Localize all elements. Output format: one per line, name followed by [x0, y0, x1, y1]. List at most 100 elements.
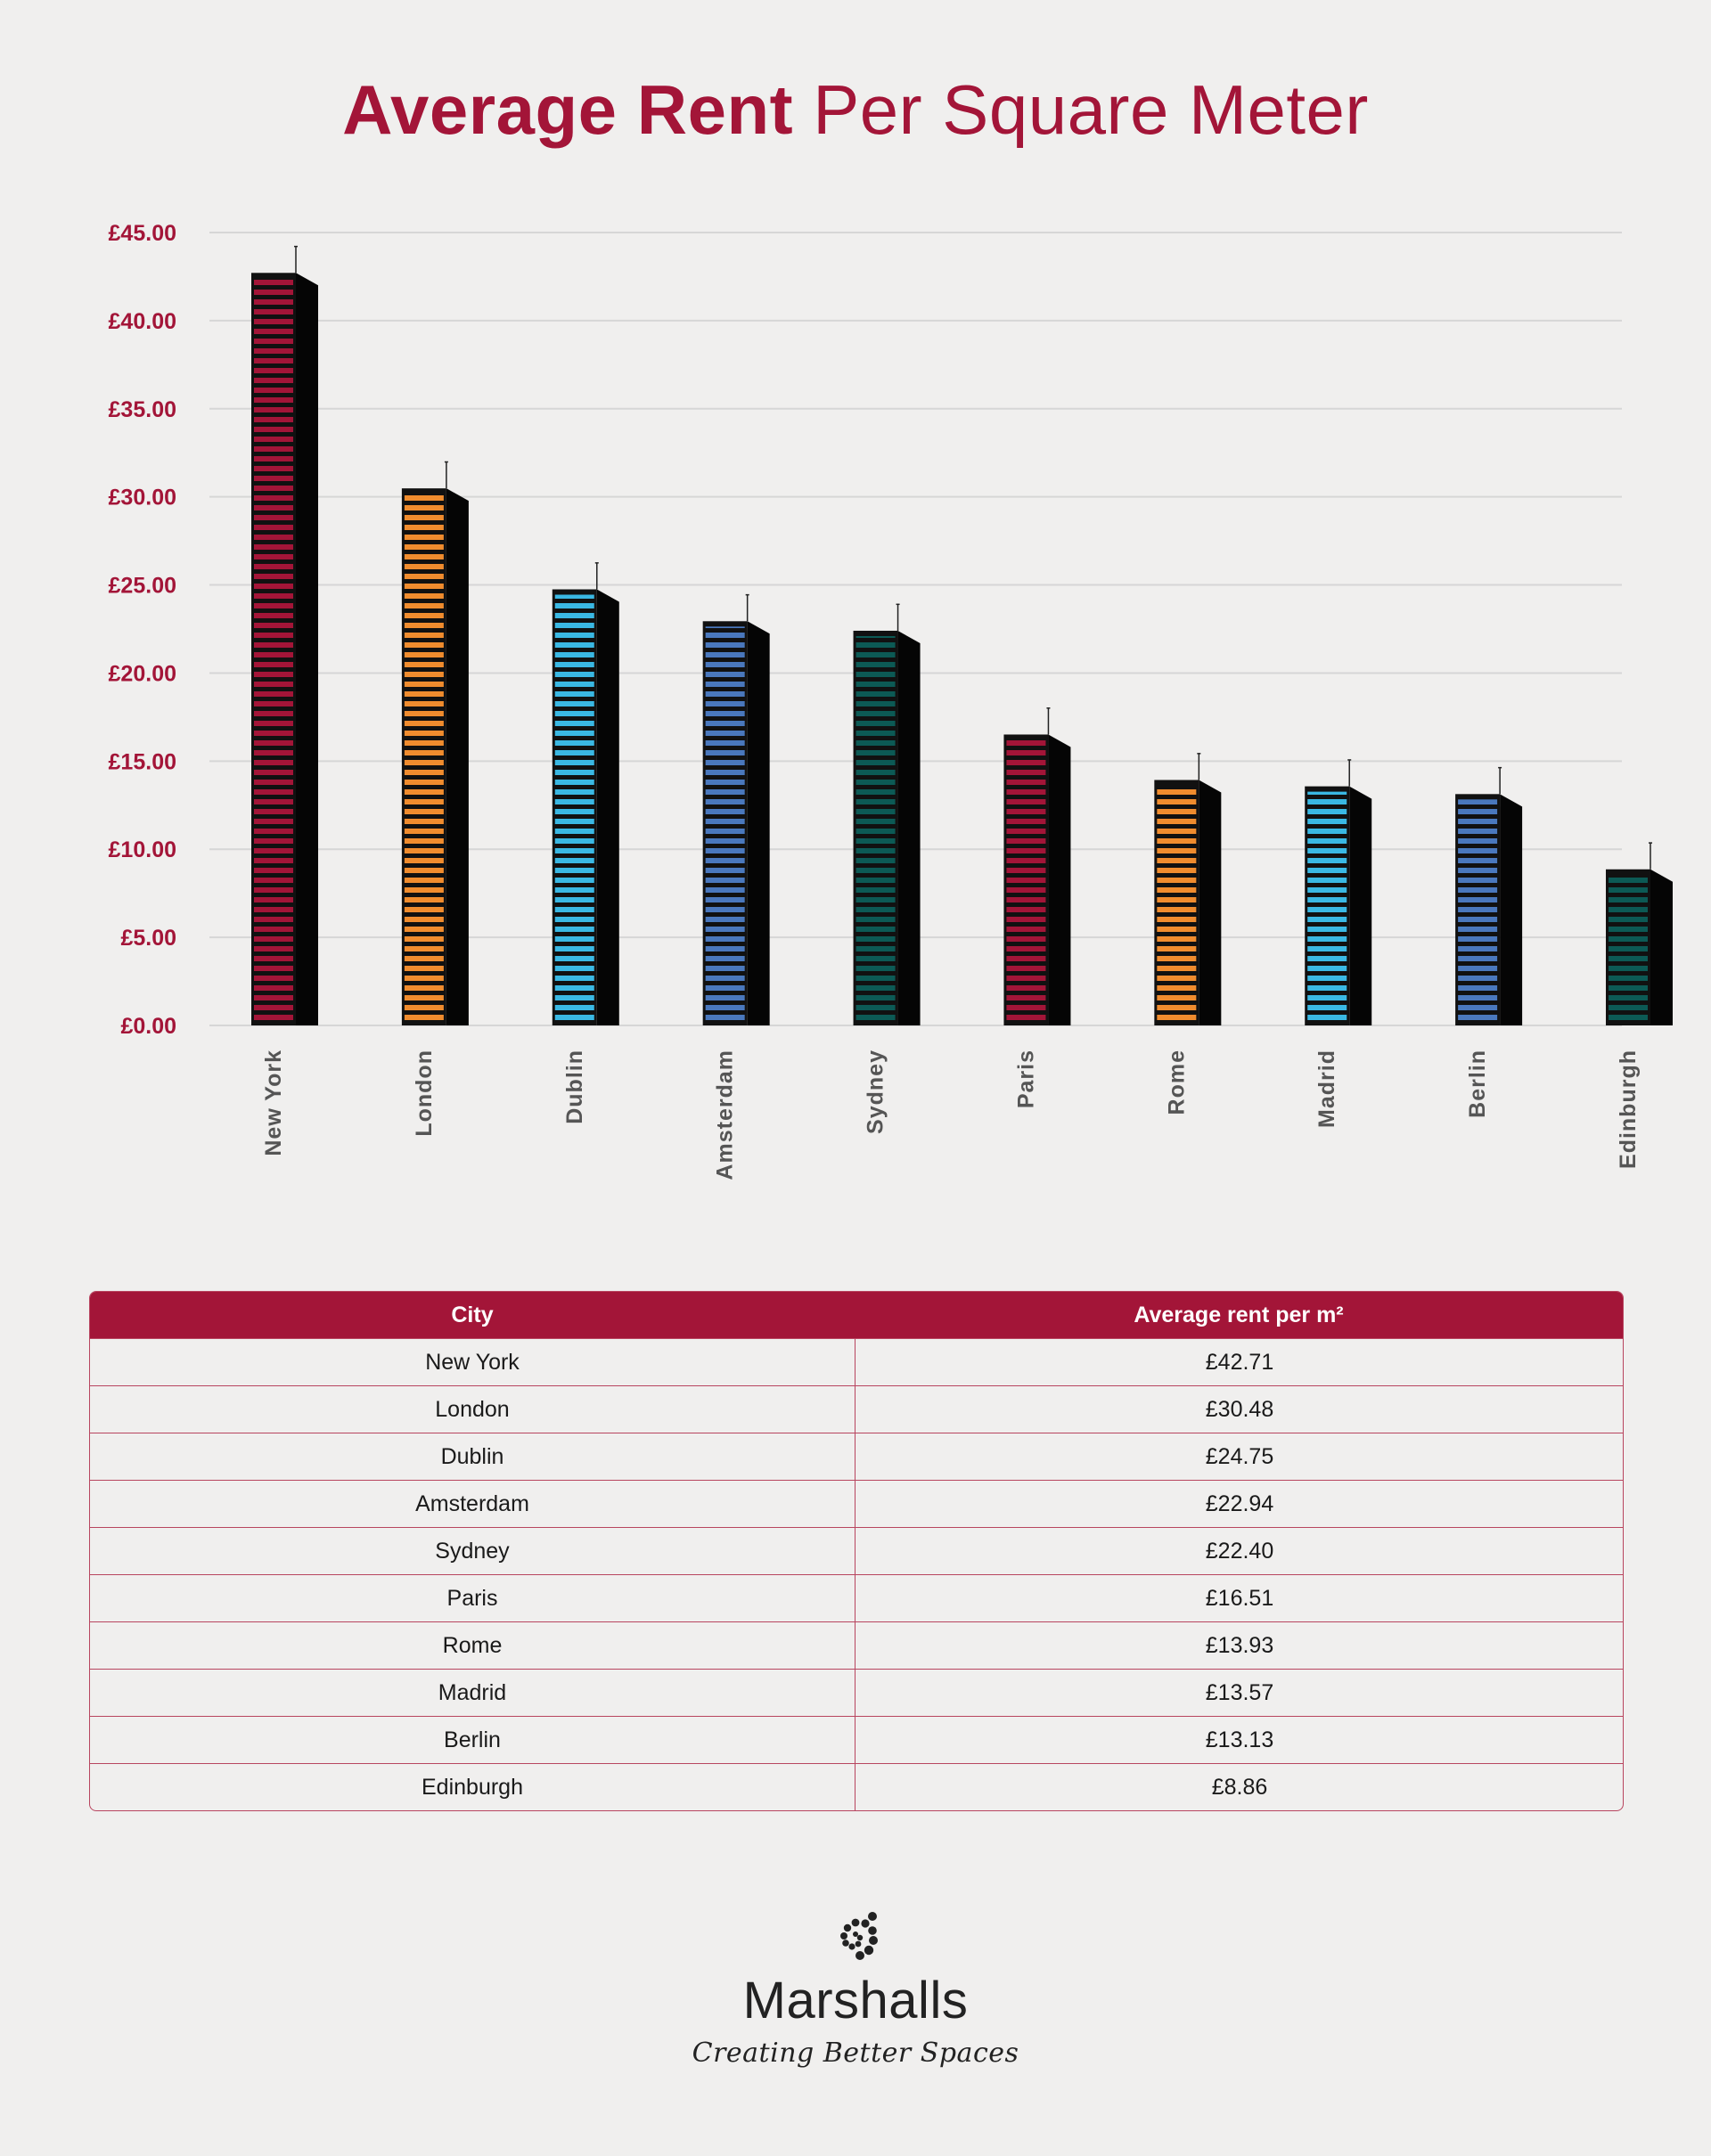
cell-city: Berlin: [90, 1717, 856, 1763]
bar-stripe: [254, 956, 293, 961]
bar-stripe: [254, 985, 293, 991]
bar-stripe: [554, 750, 594, 755]
bar-stripe: [856, 936, 896, 942]
bar-stripe: [404, 642, 444, 648]
bar-stripe: [554, 652, 594, 657]
bar-stripe: [254, 476, 293, 481]
bar-stripe: [254, 417, 293, 422]
bar-stripe: [856, 789, 896, 795]
bar-stripe: [705, 691, 745, 697]
cell-city: Paris: [90, 1575, 856, 1621]
bar-stripe: [404, 848, 444, 853]
bar-stripe: [856, 956, 896, 961]
bar-stripe: [254, 515, 293, 520]
cell-city: Edinburgh: [90, 1764, 856, 1810]
bar-stripe: [1458, 858, 1498, 863]
bar-stripe: [705, 848, 745, 853]
bar-stripe: [1609, 976, 1648, 981]
bar-stripe: [1157, 995, 1197, 1000]
bar-stripe: [254, 760, 293, 765]
bar-stripe: [254, 789, 293, 795]
bar-side: [446, 488, 469, 1025]
bar-stripe: [1458, 868, 1498, 873]
bar-stripe: [1006, 1005, 1046, 1010]
bar-stripe: [404, 652, 444, 657]
bar-stripe: [1157, 1015, 1197, 1020]
bar-stripe: [856, 770, 896, 775]
bar-stripe: [1458, 927, 1498, 932]
bar-stripe: [254, 848, 293, 853]
bar-stripe: [705, 907, 745, 912]
bar-stripe: [254, 456, 293, 461]
bar-stripe: [1006, 1015, 1046, 1020]
bar-stripe: [254, 593, 293, 599]
bar-stripe: [705, 976, 745, 981]
bar-stripe: [705, 799, 745, 804]
bar-stripe: [705, 897, 745, 902]
bar-stripe: [404, 780, 444, 785]
cell-rent: £22.94: [1205, 1490, 1274, 1516]
bar-stripe: [856, 907, 896, 912]
bar-stripe: [705, 966, 745, 971]
bar-stripe: [404, 603, 444, 608]
bar-stripe: [856, 887, 896, 893]
bar-stripe: [254, 378, 293, 383]
bar-stripe: [554, 838, 594, 844]
bar-stripe: [705, 878, 745, 883]
bar-stripe: [554, 662, 594, 667]
y-tick-label: £10.00: [109, 837, 176, 862]
bar-stripe: [254, 907, 293, 912]
bar-stripe: [856, 917, 896, 922]
bar-stripe: [1006, 976, 1046, 981]
bar-stripe: [705, 770, 745, 775]
bar-stripe: [554, 740, 594, 746]
bar-stripe: [254, 799, 293, 804]
header-city: City: [451, 1302, 494, 1327]
table-row: Madrid £13.57: [90, 1669, 1623, 1716]
x-tick-label: Berlin: [1465, 1049, 1490, 1118]
bar-stripe: [404, 672, 444, 677]
bar-stripe: [1006, 917, 1046, 922]
bar-stripe: [254, 427, 293, 432]
cell-city: Sydney: [90, 1528, 856, 1574]
bar-stripe: [554, 780, 594, 785]
bar-stripe: [1157, 907, 1197, 912]
bar-stripe: [404, 1005, 444, 1010]
bar-stripe: [1307, 848, 1347, 853]
bar-stripe: [254, 309, 293, 314]
bar-stripe: [404, 829, 444, 834]
bar-stripe: [554, 829, 594, 834]
bar-stripe: [1006, 897, 1046, 902]
bar-stripe: [254, 525, 293, 530]
bar-stripe: [1157, 799, 1197, 804]
bar-stripe: [404, 505, 444, 510]
x-tick-label: London: [412, 1049, 437, 1137]
bar-stripe: [1006, 770, 1046, 775]
bar-stripe: [404, 525, 444, 530]
bar-stripe: [1458, 1005, 1498, 1010]
bar-stripe: [404, 868, 444, 873]
cell-rent: £22.40: [1205, 1538, 1274, 1564]
x-tick-label: Dublin: [562, 1049, 587, 1124]
bar-stripe: [404, 574, 444, 579]
bar-stripe: [554, 770, 594, 775]
bar-stripe: [404, 740, 444, 746]
bar-stripe: [1307, 887, 1347, 893]
bar-stripe: [1157, 946, 1197, 951]
bar-stripe: [254, 691, 293, 697]
bar-stripe: [254, 613, 293, 618]
bar-stripe: [554, 887, 594, 893]
bar-stripe: [404, 564, 444, 569]
bar-stripe: [554, 809, 594, 814]
bar-stripe: [856, 1015, 896, 1020]
bar-stripe: [705, 662, 745, 667]
bar-stripe: [254, 750, 293, 755]
bar-stripe: [1157, 789, 1197, 795]
bar-stripe: [856, 711, 896, 716]
bar-stripe: [705, 927, 745, 932]
bar-stripe: [1609, 1005, 1648, 1010]
bar-stripe: [1307, 829, 1347, 834]
bar-stripe: [856, 721, 896, 726]
bar-stripe: [1458, 829, 1498, 834]
bar-stripe: [254, 642, 293, 648]
